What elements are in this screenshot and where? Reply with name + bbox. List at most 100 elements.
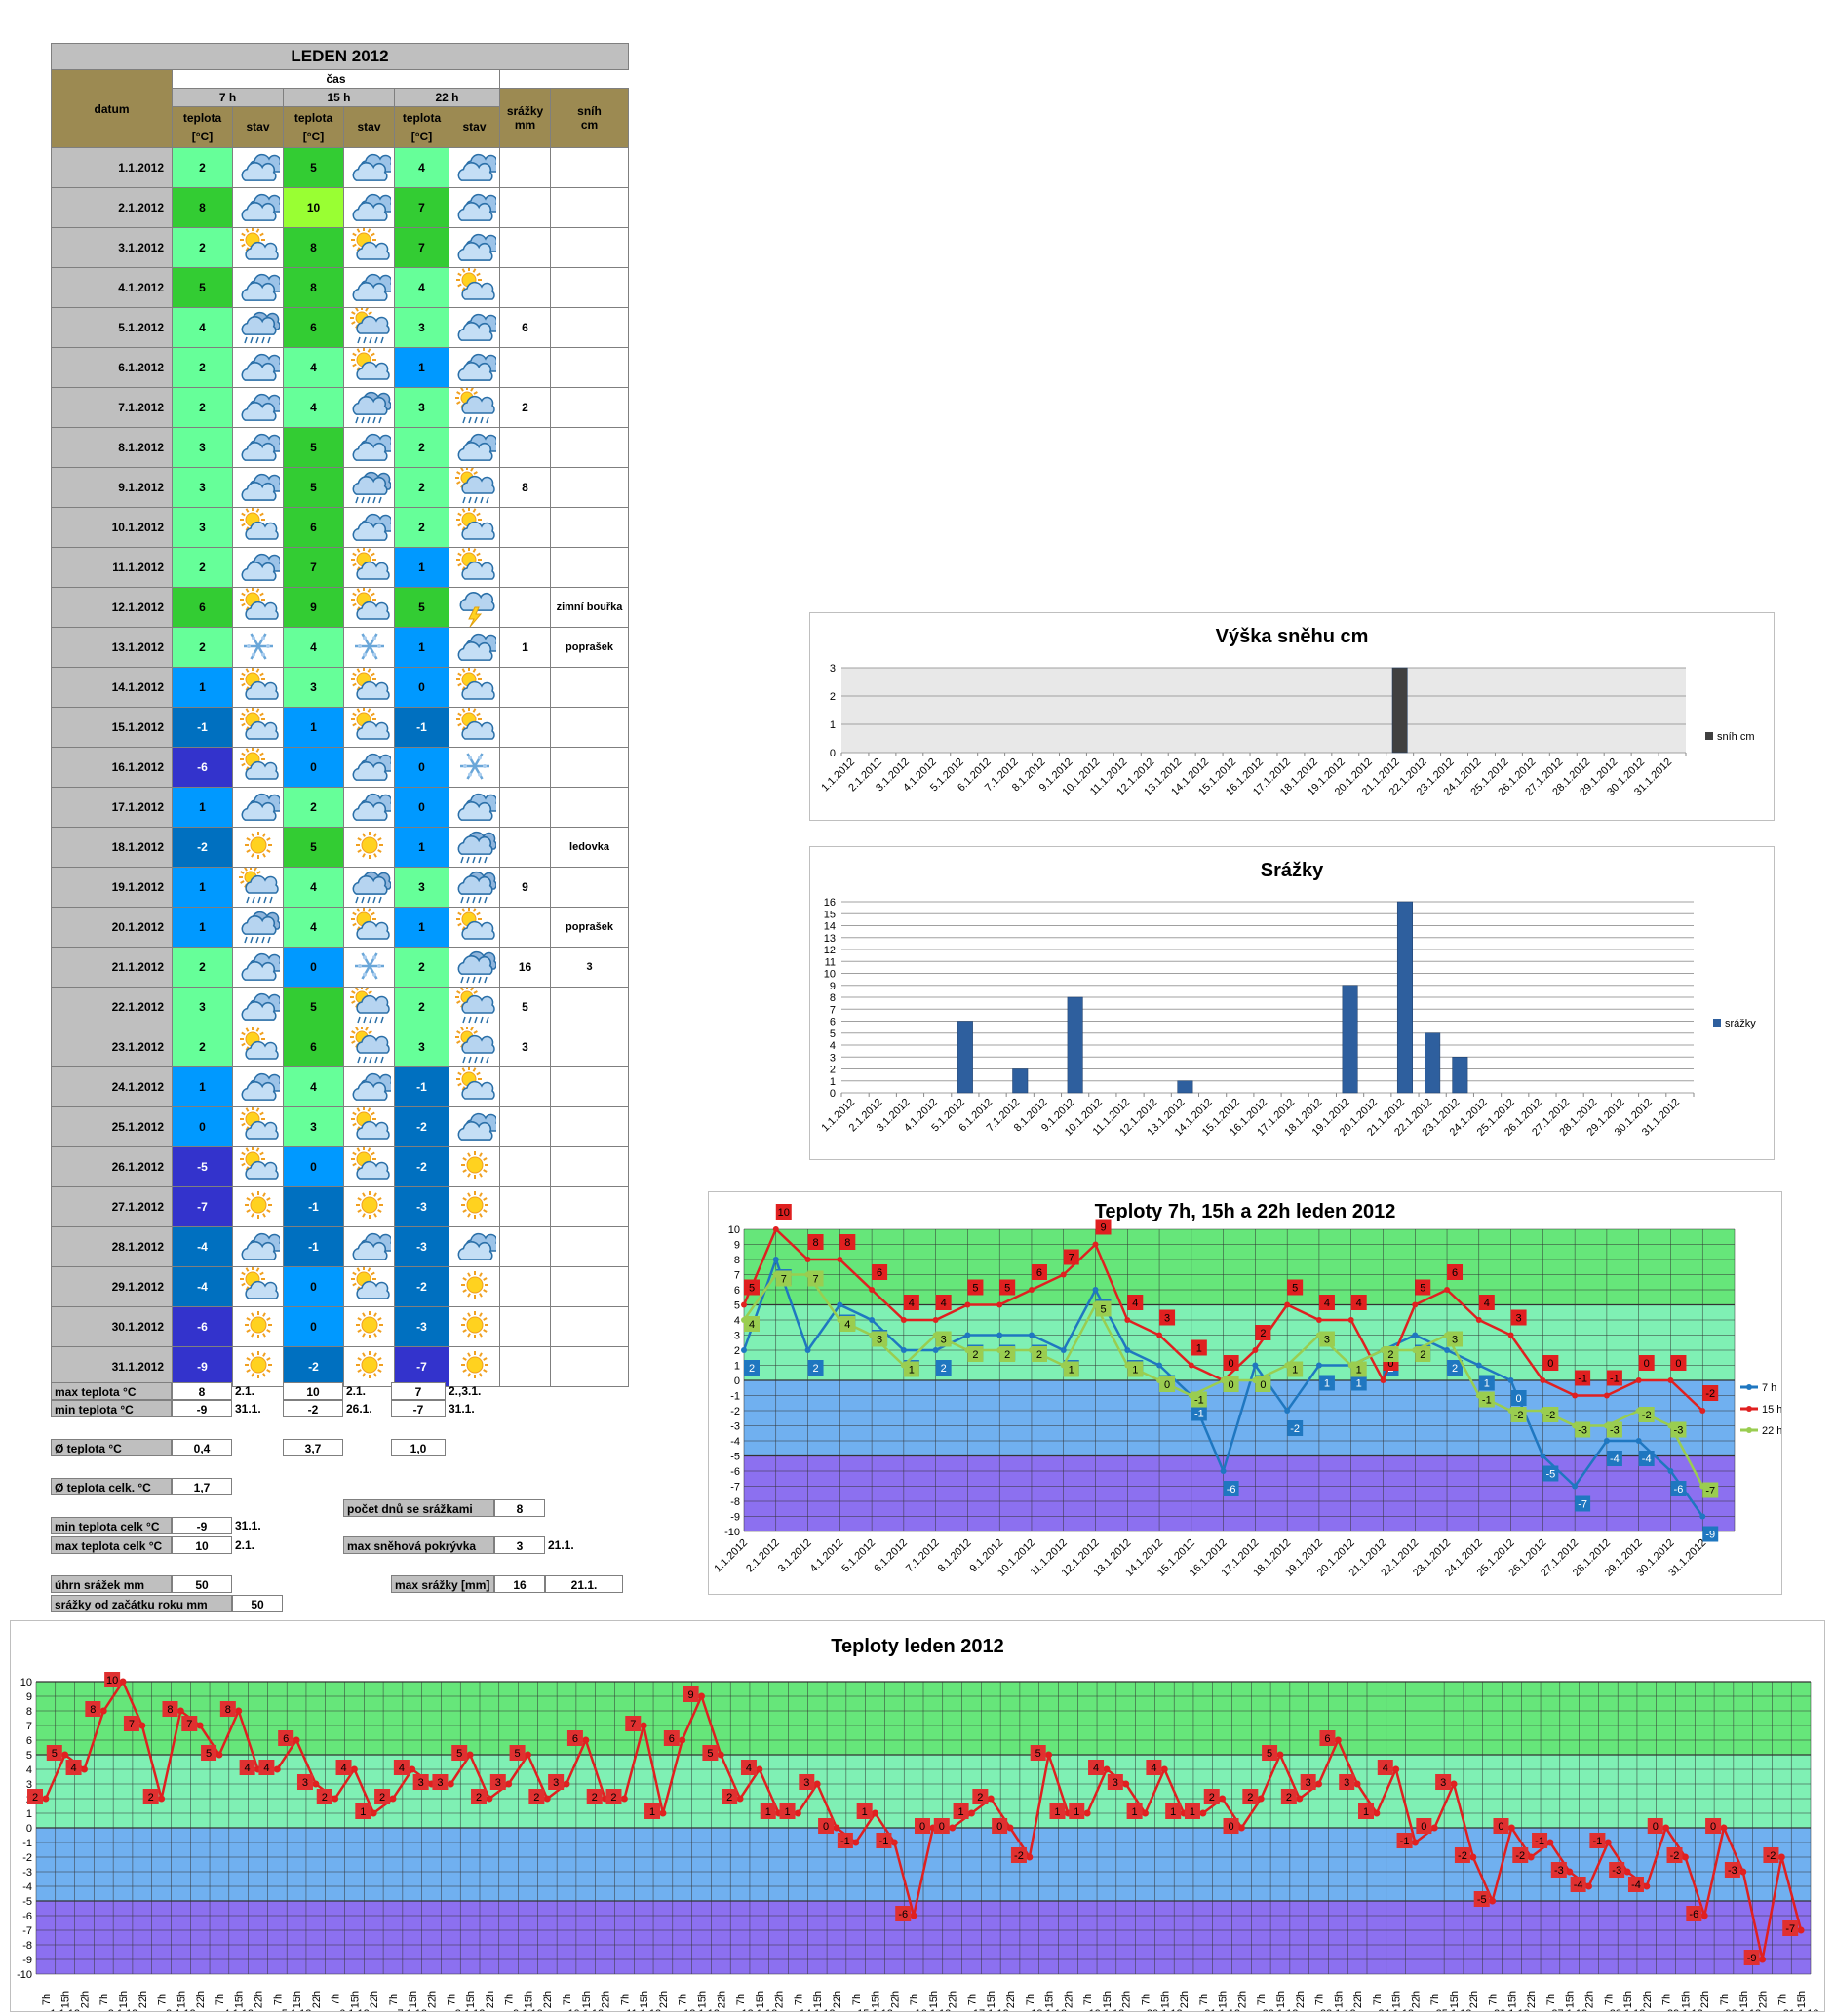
chart-title: Teploty leden 2012 bbox=[831, 1636, 1003, 1657]
y-tick-label: 9 bbox=[26, 1691, 32, 1703]
data-point bbox=[741, 1301, 747, 1308]
cloudy-icon bbox=[241, 473, 280, 501]
temp-t22-cell: 3 bbox=[394, 307, 449, 348]
stav-s15-cell bbox=[343, 1027, 395, 1067]
table-row: 5.1.2012 4 6 3 6 bbox=[51, 307, 629, 348]
avg-temp-label: Ø teplota °C bbox=[51, 1439, 172, 1456]
header-mm: mm bbox=[514, 118, 536, 132]
y-tick-label: 9 bbox=[734, 1240, 740, 1252]
data-label: 2 bbox=[726, 1792, 732, 1803]
y-tick-label: 2 bbox=[830, 691, 836, 703]
stav-s7-cell bbox=[232, 1266, 284, 1307]
data-point bbox=[1412, 1301, 1419, 1308]
y-tick-label: 1 bbox=[830, 1076, 836, 1088]
x-tick-label: 7h bbox=[562, 1994, 573, 2005]
data-point bbox=[679, 1736, 686, 1744]
data-point bbox=[1160, 1765, 1168, 1773]
sun-rain-icon bbox=[454, 468, 495, 504]
stav-s15-cell bbox=[343, 547, 395, 588]
max-precip-value: 16 bbox=[494, 1575, 545, 1593]
data-label: 1 bbox=[784, 1806, 790, 1818]
max-snow-date: 21.1. bbox=[548, 1538, 574, 1552]
snowflake-icon bbox=[354, 952, 384, 980]
header-teplota-label: teplota bbox=[402, 110, 442, 125]
x-tick-label: 15h bbox=[1565, 1991, 1577, 2008]
sun-icon bbox=[460, 1151, 488, 1179]
precip-cell bbox=[499, 1066, 551, 1107]
data-label-box bbox=[1670, 1481, 1687, 1496]
data-point bbox=[1284, 1408, 1291, 1414]
data-label: -2 bbox=[1670, 1850, 1680, 1862]
x-tick-label: 15h bbox=[1159, 1991, 1171, 2008]
data-label-box bbox=[509, 1745, 526, 1761]
x-tick-label: 8.1.2012 bbox=[936, 1537, 974, 1575]
data-point bbox=[964, 1301, 971, 1308]
x-tick-label: 22h bbox=[1699, 1991, 1711, 2008]
date-cell: 23.1.2012 bbox=[51, 1027, 173, 1067]
temp-t15-cell: 3 bbox=[283, 1106, 344, 1147]
data-label-box bbox=[779, 1803, 796, 1819]
data-label: 1 bbox=[1170, 1806, 1176, 1818]
data-label-box bbox=[27, 1789, 44, 1804]
data-label-box bbox=[1319, 1730, 1336, 1746]
data-label-box bbox=[1609, 1862, 1625, 1878]
temp-t7-cell: 2 bbox=[172, 227, 233, 268]
temp-t15-cell: -1 bbox=[283, 1226, 344, 1267]
y-tick-label: 5 bbox=[734, 1300, 740, 1312]
data-label: -4 bbox=[1642, 1454, 1652, 1465]
data-point bbox=[1284, 1301, 1291, 1308]
data-label-box bbox=[104, 1672, 121, 1687]
chart-title: Srážky bbox=[1261, 860, 1324, 881]
snowflake-icon bbox=[354, 633, 384, 660]
data-label: -1 bbox=[879, 1836, 889, 1847]
data-label: 7 bbox=[186, 1719, 192, 1730]
temp-t15-cell: 1 bbox=[283, 707, 344, 748]
data-label: -2 bbox=[1515, 1850, 1525, 1862]
data-point bbox=[42, 1795, 50, 1803]
stav-s22-cell bbox=[449, 627, 500, 668]
data-point bbox=[1220, 1468, 1227, 1474]
data-label: -5 bbox=[1477, 1894, 1487, 1906]
x-tick-label: 22h bbox=[79, 1991, 91, 2008]
table-row: 7.1.2012 2 4 3 2 bbox=[51, 387, 629, 428]
y-tick-label: 2 bbox=[830, 1065, 836, 1076]
stav-s7-cell bbox=[232, 667, 284, 708]
data-label-box bbox=[1095, 1300, 1112, 1317]
partly-cloudy-icon bbox=[350, 1147, 390, 1180]
x-tick-label: 7h bbox=[388, 1994, 400, 2005]
stav-s15-cell bbox=[343, 1186, 395, 1227]
stav-s7-cell bbox=[232, 347, 284, 388]
header-cm: cm bbox=[580, 118, 599, 132]
x-tick-label: 7h bbox=[1256, 1994, 1268, 2005]
rain-icon bbox=[352, 871, 391, 904]
header-stav-7: stav bbox=[232, 106, 284, 148]
data-point bbox=[1257, 1795, 1265, 1803]
min-temp-label: min teplota °C bbox=[51, 1400, 172, 1417]
day-label: 27.1.12 bbox=[1551, 2008, 1587, 2011]
data-label: -3 bbox=[1554, 1865, 1564, 1877]
precip-cell bbox=[499, 1266, 551, 1307]
x-tick-label: 22h bbox=[1642, 1991, 1654, 2008]
stav-s15-cell bbox=[343, 947, 395, 988]
data-point bbox=[1122, 1780, 1130, 1788]
data-point bbox=[1315, 1362, 1322, 1369]
data-label: 5 bbox=[1004, 1283, 1010, 1295]
y-tick-label: 10 bbox=[20, 1677, 32, 1688]
date-cell: 30.1.2012 bbox=[51, 1306, 173, 1347]
legend-label: sníh cm bbox=[1717, 731, 1755, 743]
data-label-box bbox=[1191, 1339, 1207, 1356]
stav-s15-cell bbox=[343, 747, 395, 788]
y-tick-label: -1 bbox=[22, 1838, 32, 1849]
y-tick-label: 3 bbox=[830, 1052, 836, 1064]
data-label-box bbox=[625, 1716, 642, 1731]
data-point bbox=[1315, 1780, 1323, 1788]
y-tick-label: 10 bbox=[824, 969, 836, 981]
temp-t15-cell: 5 bbox=[283, 827, 344, 868]
day-label: 16.1.12 bbox=[916, 2008, 952, 2011]
partly-cloudy-icon bbox=[239, 1027, 279, 1060]
temp-t22-cell: 4 bbox=[394, 147, 449, 188]
temp-t22-cell: 3 bbox=[394, 867, 449, 908]
data-label: -1 bbox=[1194, 1409, 1204, 1420]
precip-cell: 1 bbox=[499, 627, 551, 668]
data-point bbox=[1681, 1853, 1689, 1861]
